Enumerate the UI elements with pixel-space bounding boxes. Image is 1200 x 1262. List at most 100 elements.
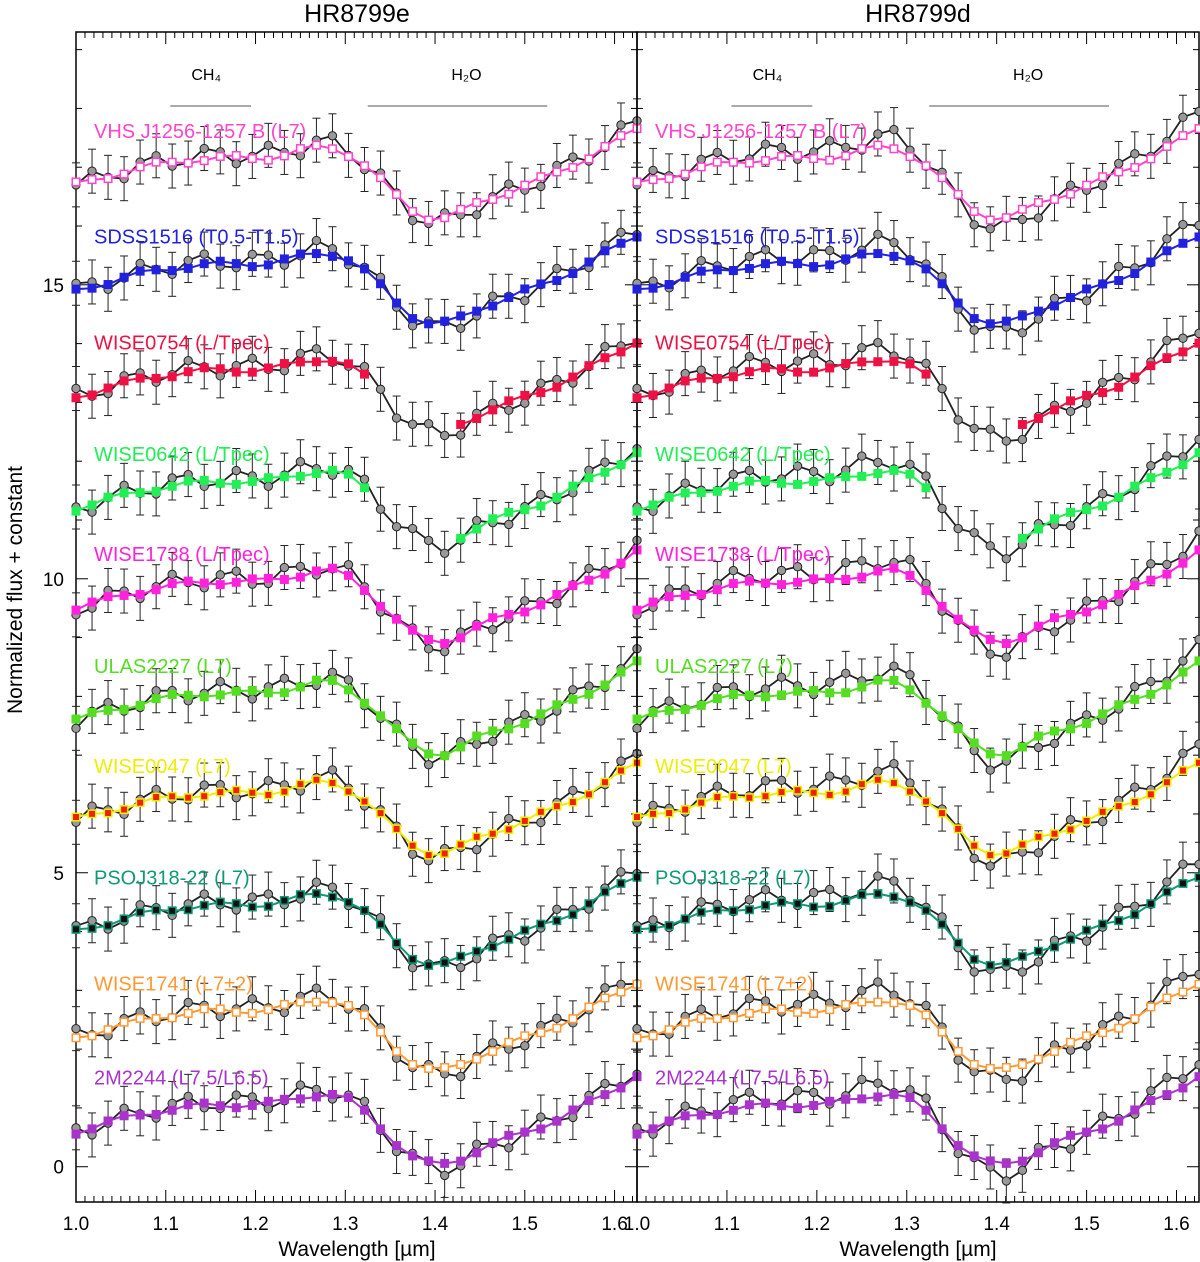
template-point xyxy=(921,161,931,171)
planet-point xyxy=(375,384,386,394)
template-point xyxy=(360,1105,370,1115)
template-point xyxy=(1162,887,1172,897)
planet-point xyxy=(841,142,851,153)
template-point xyxy=(408,625,418,635)
template-point xyxy=(760,259,770,269)
planet-point xyxy=(311,877,322,887)
template-point xyxy=(488,301,498,311)
template-point xyxy=(889,998,899,1008)
planet-point xyxy=(231,158,241,169)
template-point xyxy=(119,590,129,600)
template-point xyxy=(921,264,931,274)
template-point xyxy=(905,1000,915,1010)
planet-point xyxy=(1194,634,1200,645)
template-point xyxy=(1049,613,1059,623)
planet-point xyxy=(1130,901,1140,912)
template-point xyxy=(1178,131,1188,141)
template-point xyxy=(744,263,754,273)
template-point xyxy=(1098,1028,1108,1038)
template-point xyxy=(71,605,81,615)
template-point xyxy=(1194,1072,1200,1082)
template-point xyxy=(552,382,562,392)
template-point xyxy=(985,1063,995,1073)
planet-point xyxy=(439,430,450,441)
planet-point xyxy=(151,784,161,795)
template-point xyxy=(1114,1116,1124,1126)
template-point xyxy=(215,478,225,488)
template-point xyxy=(1001,213,1011,223)
template-point xyxy=(1033,621,1043,631)
template-point xyxy=(1194,872,1200,882)
template-point xyxy=(231,577,241,587)
template-point xyxy=(1049,301,1059,311)
template-point xyxy=(520,180,530,190)
series-6: WISE0047 (L7) xyxy=(632,721,1200,889)
template-point xyxy=(760,692,770,702)
template-point xyxy=(504,189,514,199)
template-point xyxy=(889,144,899,154)
template-point xyxy=(504,293,514,303)
planet-point xyxy=(215,570,225,580)
template-point xyxy=(343,469,353,479)
template-point xyxy=(279,574,289,584)
template-point xyxy=(376,173,386,183)
template-point xyxy=(809,902,819,912)
planet-point xyxy=(873,337,883,348)
planet-point xyxy=(1097,1111,1108,1121)
planet-point xyxy=(1033,957,1044,967)
template-point xyxy=(103,280,113,290)
template-point xyxy=(728,690,738,700)
template-point xyxy=(199,259,209,269)
planet-point xyxy=(215,676,225,687)
planet-point xyxy=(969,220,979,230)
planet-point xyxy=(1194,106,1200,117)
template-point xyxy=(135,589,145,599)
template-point xyxy=(825,473,835,483)
planet-point xyxy=(568,685,578,695)
planet-point xyxy=(841,668,851,679)
planet-point xyxy=(488,291,498,301)
planet-point xyxy=(359,474,370,484)
template-point xyxy=(1098,501,1108,511)
planet-point xyxy=(1081,710,1092,720)
template-point xyxy=(568,910,578,920)
series-label: WISE1738 (L/Tpec) xyxy=(655,544,831,566)
template-point xyxy=(215,364,225,374)
panel-title-hr8799d: HR8799d xyxy=(865,0,971,28)
template-point xyxy=(1082,284,1092,294)
template-point xyxy=(664,1116,674,1126)
planet-point xyxy=(423,644,434,654)
template-point xyxy=(311,140,321,150)
template-point xyxy=(664,592,674,602)
template-point xyxy=(472,413,482,423)
template-point xyxy=(600,1090,610,1100)
panel-hr8799e: 1.0 1.1 1.2 1.3 1.4 1.5 1.6 0 5 10 15 CH₄ H₂O VHS J12… xyxy=(43,31,642,1235)
planet-point xyxy=(247,249,258,260)
template-point xyxy=(472,621,482,631)
template-point xyxy=(263,901,273,911)
template-point xyxy=(584,473,594,483)
template-point xyxy=(632,812,642,822)
template-point xyxy=(360,1010,370,1020)
planet-point xyxy=(1194,739,1200,749)
template-point xyxy=(777,580,787,590)
template-point xyxy=(151,905,161,915)
template-point xyxy=(985,215,995,225)
template-point xyxy=(472,1148,482,1158)
template-point xyxy=(199,475,209,485)
template-point xyxy=(793,479,803,489)
template-point xyxy=(456,311,466,321)
template-point xyxy=(584,361,594,371)
template-point xyxy=(600,993,610,1003)
template-point xyxy=(424,749,434,759)
template-point xyxy=(793,151,803,161)
template-point xyxy=(1178,667,1188,677)
planet-point xyxy=(969,853,979,864)
template-point xyxy=(616,987,626,997)
planet-point xyxy=(311,1084,322,1095)
planet-point xyxy=(215,1011,225,1022)
template-point xyxy=(103,921,113,931)
template-point xyxy=(520,1031,530,1041)
template-point xyxy=(1194,758,1200,768)
template-point xyxy=(1082,505,1092,515)
